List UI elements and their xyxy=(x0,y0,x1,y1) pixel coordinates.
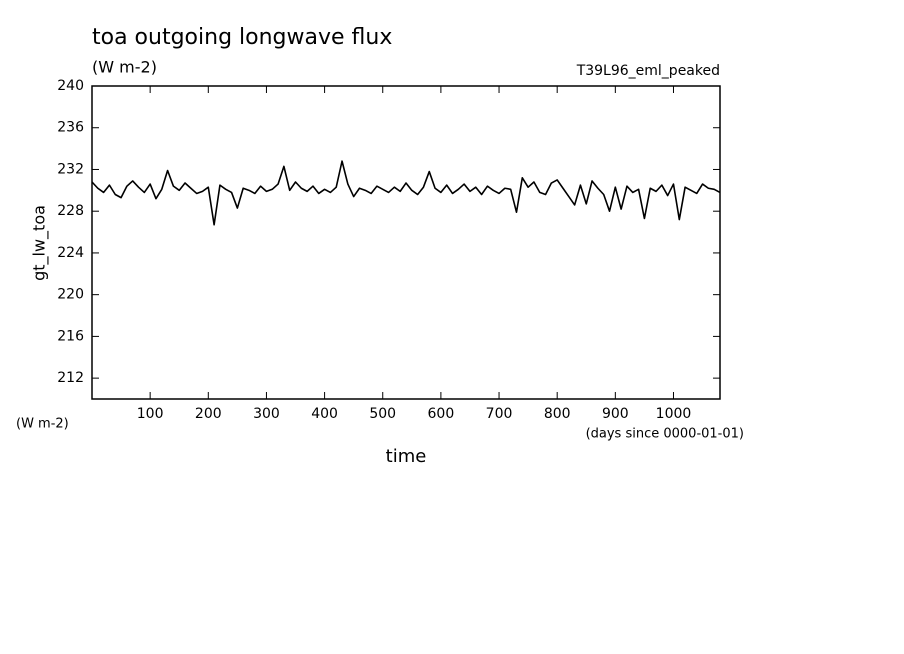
plot-frame xyxy=(91,85,721,400)
x-tick-label: 900 xyxy=(602,406,629,422)
y-tick-label: 220 xyxy=(57,287,84,303)
y-axis-label: gt_lw_toa xyxy=(30,205,50,281)
annotation: T39L96_eml_peaked xyxy=(576,63,720,79)
x-tick-label: 100 xyxy=(137,406,164,422)
x-tick-label: 400 xyxy=(311,406,338,422)
x-axis-label: time xyxy=(386,446,427,467)
x-tick-label: 700 xyxy=(486,406,513,422)
x-unit: (days since 0000-01-01) xyxy=(586,427,744,442)
x-tick-label: 800 xyxy=(544,406,571,422)
y-tick-label: 236 xyxy=(57,120,84,136)
x-tick-label: 300 xyxy=(253,406,280,422)
chart-title: toa outgoing longwave flux xyxy=(92,25,392,50)
x-tick-label: 200 xyxy=(195,406,222,422)
y-tick-label: 212 xyxy=(57,370,84,386)
y-tick-label: 232 xyxy=(57,161,84,177)
y-tick-label: 228 xyxy=(57,203,84,219)
y-unit: (W m-2) xyxy=(16,417,69,432)
y-tick-label: 240 xyxy=(57,78,84,94)
y-tick-label: 224 xyxy=(57,245,84,261)
series-line xyxy=(91,160,721,226)
x-tick-label: 500 xyxy=(369,406,396,422)
chart-subtitle: (W m-2) xyxy=(92,58,157,77)
x-tick-label: 1000 xyxy=(656,406,692,422)
x-tick-label: 600 xyxy=(428,406,455,422)
y-tick-label: 216 xyxy=(57,328,84,344)
